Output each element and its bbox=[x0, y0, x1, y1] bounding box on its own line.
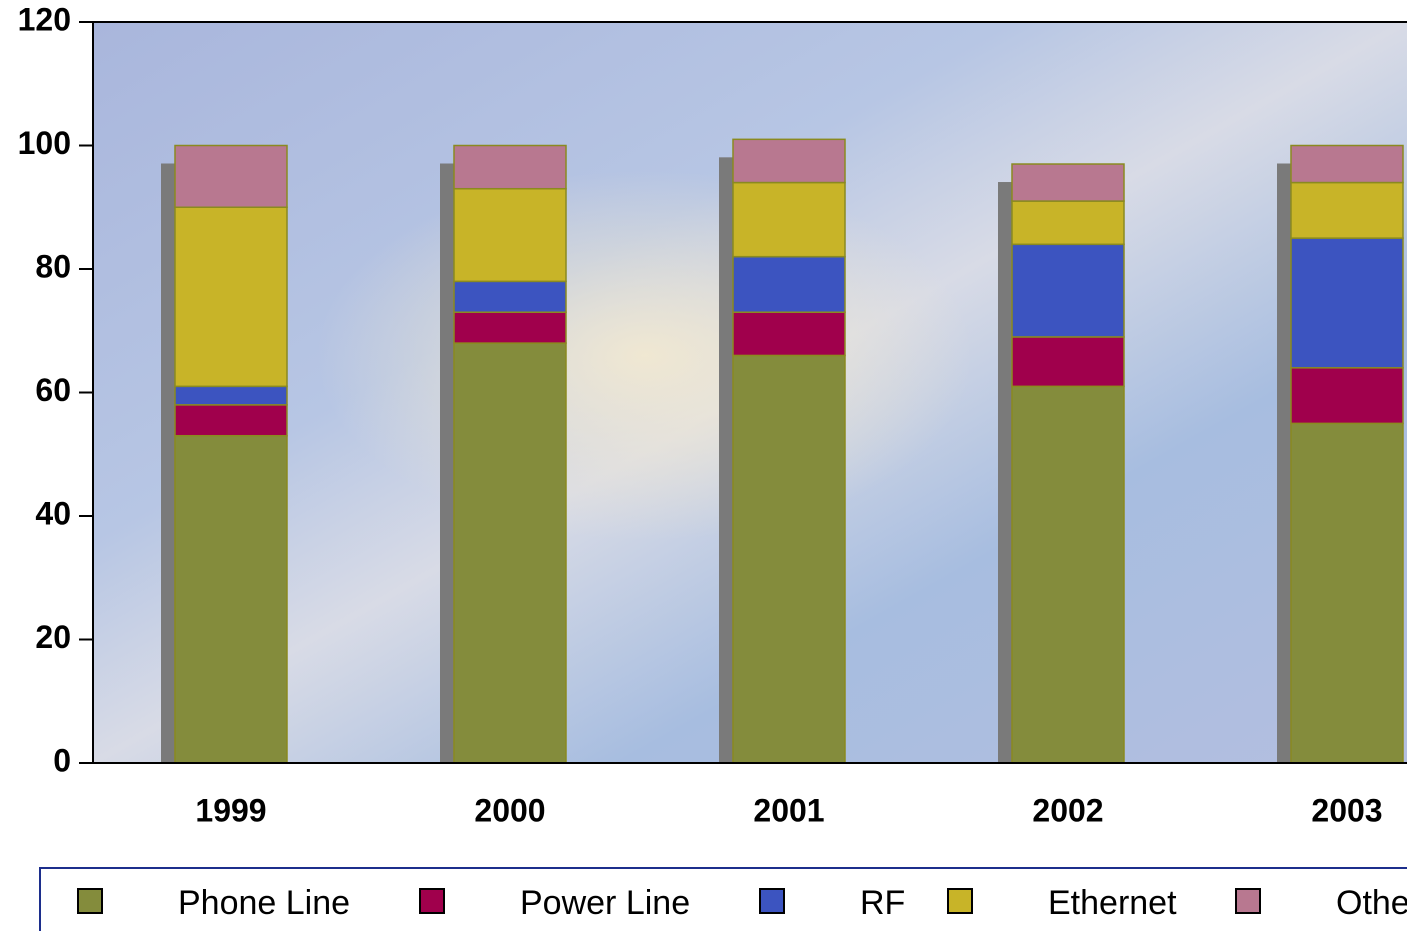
bar-segment bbox=[1012, 201, 1124, 244]
bar-shadow bbox=[998, 182, 1012, 763]
x-tick-label: 2001 bbox=[753, 792, 824, 828]
bar-shadow bbox=[161, 164, 175, 764]
bar-segment bbox=[733, 312, 845, 355]
chart: 0 20 40 60 80 100 120 1999 2000 2001 2002 2003 Phone… bbox=[0, 0, 1407, 931]
bar-segment bbox=[454, 281, 566, 312]
bar-segment bbox=[175, 386, 287, 405]
legend-label: Power Line bbox=[520, 884, 690, 922]
bar-segment bbox=[1291, 423, 1403, 763]
bar-shadow bbox=[1277, 164, 1291, 764]
x-tick-label: 2000 bbox=[474, 792, 545, 828]
y-tick-label: 100 bbox=[18, 125, 71, 161]
x-tick-label: 1999 bbox=[195, 792, 266, 828]
bar-segment bbox=[175, 436, 287, 763]
bar-segment bbox=[454, 312, 566, 343]
bar-segment bbox=[454, 189, 566, 282]
bar-segment bbox=[454, 343, 566, 763]
bar-segment bbox=[1012, 244, 1124, 337]
bar-segment bbox=[1291, 368, 1403, 424]
x-tick-label: 2003 bbox=[1311, 792, 1382, 828]
legend-label: Ethernet bbox=[1048, 884, 1177, 922]
bar-segment bbox=[733, 257, 845, 313]
legend-swatch bbox=[420, 889, 444, 913]
bar-segment bbox=[733, 355, 845, 763]
y-tick-label: 40 bbox=[35, 495, 71, 531]
legend-label: Other bbox=[1336, 884, 1407, 922]
y-tick-label: 80 bbox=[35, 248, 71, 284]
legend-swatch bbox=[1236, 889, 1260, 913]
y-tick-label: 20 bbox=[35, 619, 71, 655]
bar-segment bbox=[175, 146, 287, 208]
bar-segment bbox=[454, 146, 566, 189]
legend-swatch bbox=[948, 889, 972, 913]
legend-label: RF bbox=[860, 884, 905, 922]
bar-segment bbox=[1291, 146, 1403, 183]
bar-segment bbox=[1291, 238, 1403, 368]
y-tick-label: 60 bbox=[35, 372, 71, 408]
bar-segment bbox=[1291, 183, 1403, 239]
bar-segment bbox=[733, 139, 845, 182]
legend-label: Phone Line bbox=[178, 884, 350, 922]
legend-swatch bbox=[78, 889, 102, 913]
bar-segment bbox=[175, 405, 287, 436]
bar-segment bbox=[733, 183, 845, 257]
bar-shadow bbox=[719, 157, 733, 763]
x-tick-label: 2002 bbox=[1032, 792, 1103, 828]
bar-segment bbox=[1012, 386, 1124, 763]
bar-segment bbox=[175, 207, 287, 386]
y-tick-label: 120 bbox=[18, 1, 71, 37]
bar-shadow bbox=[440, 164, 454, 764]
legend-swatch bbox=[760, 889, 784, 913]
bar-segment bbox=[1012, 164, 1124, 201]
bar-segment bbox=[1012, 337, 1124, 386]
y-tick-label: 0 bbox=[53, 742, 71, 778]
